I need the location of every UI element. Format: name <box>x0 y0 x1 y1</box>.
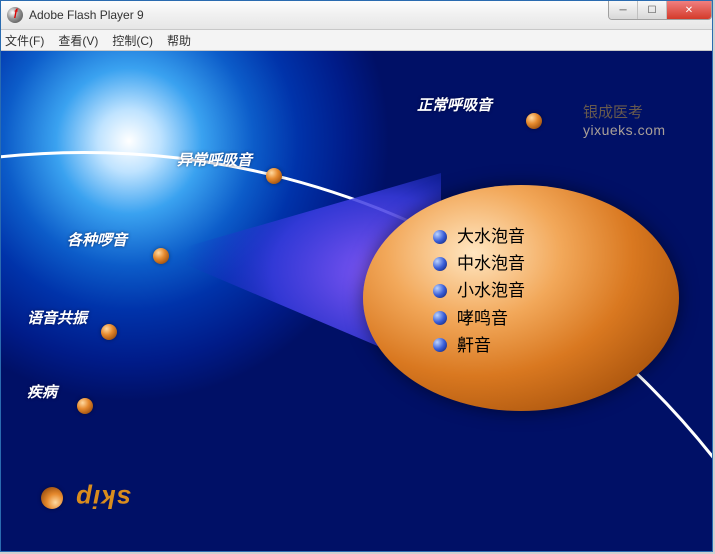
bullet-icon <box>433 338 447 352</box>
bubble-item[interactable]: 鼾音 <box>433 332 525 359</box>
node-rales-label: 各种啰音 <box>67 229 127 250</box>
watermark-line1: 银成医考 <box>583 101 666 122</box>
bullet-icon <box>433 230 447 244</box>
watermark: 银成医考 yixueks.com <box>583 101 666 138</box>
menu-view[interactable]: 查看(V) <box>58 32 98 49</box>
node-rales-dot[interactable] <box>153 248 169 264</box>
bubble-list: 大水泡音中水泡音小水泡音哮鸣音鼾音 <box>433 223 525 359</box>
bullet-icon <box>433 257 447 271</box>
bullet-icon <box>433 311 447 325</box>
menu-control[interactable]: 控制(C) <box>112 32 153 49</box>
window-controls: ─ ☐ ✕ <box>608 1 712 20</box>
node-normal-label: 正常呼吸音 <box>417 94 492 115</box>
bubble-item-label: 中水泡音 <box>457 250 525 277</box>
close-button[interactable]: ✕ <box>666 1 711 19</box>
titlebar: Adobe Flash Player 9 ─ ☐ ✕ <box>1 1 712 30</box>
skip-label: skip <box>75 483 131 514</box>
app-window: Adobe Flash Player 9 ─ ☐ ✕ 文件(F) 查看(V) 控… <box>0 0 713 552</box>
bubble-item[interactable]: 小水泡音 <box>433 277 525 304</box>
flash-icon <box>7 7 23 23</box>
bullet-icon <box>433 284 447 298</box>
minimize-button[interactable]: ─ <box>609 1 637 19</box>
bubble-item-label: 哮鸣音 <box>457 305 508 332</box>
node-abnormal-dot[interactable] <box>266 168 282 184</box>
bubble-item[interactable]: 哮鸣音 <box>433 305 525 332</box>
menubar: 文件(F) 查看(V) 控制(C) 帮助 <box>1 30 712 51</box>
node-normal-dot[interactable] <box>526 113 542 129</box>
watermark-line2: yixueks.com <box>583 122 666 138</box>
menu-help[interactable]: 帮助 <box>167 32 191 49</box>
bubble-item-label: 鼾音 <box>457 332 491 359</box>
node-voice-label: 语音共振 <box>27 307 87 328</box>
skip-button[interactable]: skip <box>41 483 131 514</box>
maximize-button[interactable]: ☐ <box>637 1 666 19</box>
node-abnormal-label: 异常呼吸音 <box>177 149 252 170</box>
skip-icon <box>41 488 63 510</box>
node-disease-dot[interactable] <box>77 398 93 414</box>
node-disease-label: 疾病 <box>27 381 57 402</box>
window-title: Adobe Flash Player 9 <box>29 8 144 22</box>
menu-file[interactable]: 文件(F) <box>5 32 44 49</box>
node-voice-dot[interactable] <box>101 324 117 340</box>
bubble-item-label: 小水泡音 <box>457 277 525 304</box>
bubble-item[interactable]: 大水泡音 <box>433 223 525 250</box>
bubble-item-label: 大水泡音 <box>457 223 525 250</box>
bubble-item[interactable]: 中水泡音 <box>433 250 525 277</box>
flash-canvas: 大水泡音中水泡音小水泡音哮鸣音鼾音 银成医考 yixueks.com skip … <box>1 51 712 551</box>
